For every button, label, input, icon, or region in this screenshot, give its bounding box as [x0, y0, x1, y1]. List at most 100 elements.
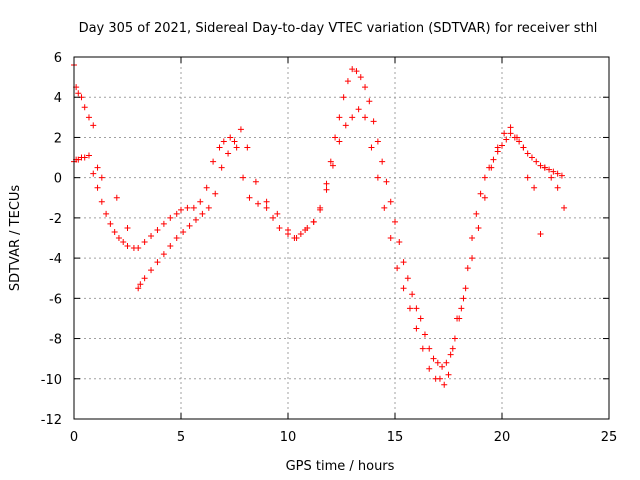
data-point — [394, 265, 401, 272]
data-point — [246, 194, 253, 201]
data-point — [240, 174, 247, 181]
data-point — [336, 138, 343, 145]
data-point — [460, 295, 467, 302]
data-point — [537, 230, 544, 237]
data-point — [98, 174, 105, 181]
data-point — [481, 194, 488, 201]
data-point — [81, 154, 88, 161]
data-point — [533, 158, 540, 165]
data-point — [276, 224, 283, 231]
data-point — [263, 198, 270, 205]
data-point — [439, 363, 446, 370]
x-tick-label: 0 — [70, 430, 78, 445]
data-point — [141, 239, 148, 246]
data-point — [370, 118, 377, 125]
data-point — [362, 114, 369, 121]
data-point — [255, 200, 262, 207]
data-point — [103, 210, 110, 217]
data-point — [317, 206, 324, 213]
data-point — [199, 210, 206, 217]
data-point — [546, 166, 553, 173]
data-point — [107, 220, 114, 227]
data-point — [285, 226, 291, 233]
y-tick-label: -8 — [49, 333, 62, 348]
x-tick-label: 25 — [601, 430, 618, 445]
data-point — [310, 218, 317, 225]
data-point — [417, 315, 424, 322]
data-point — [449, 345, 456, 352]
data-point — [81, 104, 88, 111]
data-point — [387, 235, 394, 241]
data-point — [464, 265, 471, 272]
data-point — [458, 305, 465, 312]
y-tick-label: -12 — [41, 413, 62, 428]
data-point — [349, 66, 356, 73]
data-point — [186, 222, 193, 229]
data-point — [507, 130, 514, 137]
data-point — [85, 152, 92, 159]
data-layer — [71, 62, 568, 388]
data-point — [212, 190, 219, 197]
data-point — [396, 239, 403, 246]
data-point — [426, 345, 433, 352]
data-point — [342, 122, 349, 129]
data-point — [513, 134, 520, 141]
y-tick-label: -2 — [49, 212, 62, 227]
data-point — [426, 365, 433, 372]
data-point — [451, 335, 458, 342]
data-point — [167, 214, 174, 221]
data-point — [355, 106, 362, 113]
y-axis-label: SDTVAR / TECUs — [8, 185, 23, 292]
data-point — [323, 186, 330, 193]
axis-layer: 0 5 10 15 20 25 -12 -10 -8 -6 -4 -2 0 2 4 6 — [41, 51, 618, 445]
data-point — [218, 164, 225, 171]
data-point — [190, 204, 197, 211]
data-point — [392, 218, 398, 225]
data-point — [225, 150, 232, 157]
data-point — [494, 144, 501, 151]
data-point — [445, 371, 452, 378]
data-point — [421, 331, 428, 338]
data-point — [374, 138, 381, 145]
data-point — [409, 291, 416, 298]
data-point — [332, 134, 339, 141]
y-tick-label: -10 — [41, 373, 62, 388]
data-point — [85, 114, 92, 121]
data-point — [524, 150, 531, 157]
data-point — [111, 228, 118, 235]
data-point — [90, 122, 97, 129]
data-point — [381, 204, 388, 211]
data-point — [227, 134, 234, 141]
data-point — [237, 126, 244, 133]
data-point — [297, 230, 304, 237]
y-tick-label: 2 — [54, 131, 62, 146]
data-point — [148, 267, 155, 274]
data-point — [233, 144, 240, 151]
data-point — [344, 78, 351, 85]
data-point — [554, 184, 561, 191]
data-point — [94, 184, 101, 191]
data-point — [154, 259, 161, 266]
data-point — [554, 170, 561, 177]
data-point — [203, 184, 210, 191]
data-point — [160, 251, 167, 258]
data-point — [231, 138, 238, 145]
data-point — [447, 351, 454, 358]
data-point — [160, 220, 167, 227]
data-point — [507, 124, 514, 131]
data-point — [220, 138, 227, 145]
data-point — [490, 156, 497, 163]
data-point — [115, 235, 122, 241]
data-point — [327, 158, 334, 165]
chart-title: Day 305 of 2021, Sidereal Day-to-day VTE… — [79, 21, 598, 36]
y-tick-label: -4 — [49, 252, 62, 267]
data-point — [329, 162, 336, 169]
data-point — [274, 210, 281, 217]
data-point — [383, 178, 390, 185]
data-point — [148, 232, 155, 239]
data-point — [434, 359, 441, 366]
y-tick-label: 0 — [54, 172, 62, 187]
data-point — [197, 198, 204, 205]
data-point — [302, 226, 309, 233]
